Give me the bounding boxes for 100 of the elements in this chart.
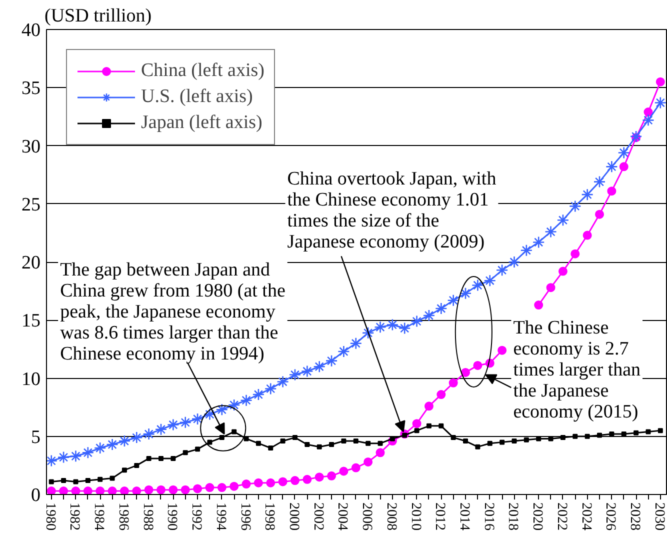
point — [544, 226, 557, 238]
point — [438, 423, 444, 428]
point — [642, 114, 654, 126]
point — [634, 430, 639, 436]
point — [232, 429, 237, 434]
point — [556, 214, 570, 226]
point — [435, 302, 448, 315]
point — [498, 346, 507, 355]
point — [412, 419, 422, 428]
point — [122, 468, 127, 473]
x-tick-label: 2020 — [530, 502, 545, 530]
point — [520, 244, 533, 257]
point — [98, 476, 103, 482]
y-tick-label: 20 — [22, 252, 40, 274]
point — [179, 416, 192, 429]
point — [276, 376, 289, 388]
point — [316, 444, 322, 450]
point — [132, 486, 142, 494]
point — [595, 210, 604, 219]
point — [560, 435, 566, 440]
point — [254, 478, 263, 488]
x-tick-label: 1982 — [66, 502, 82, 530]
point — [644, 108, 653, 117]
point — [217, 483, 226, 492]
point — [459, 287, 472, 300]
y-tick-label: 10 — [22, 368, 40, 390]
point — [496, 264, 508, 276]
point — [268, 446, 274, 450]
point — [314, 472, 324, 482]
point — [362, 326, 374, 340]
point — [120, 486, 129, 494]
point — [618, 146, 630, 159]
point — [170, 456, 176, 461]
x-tick-label: 2008 — [383, 502, 398, 530]
point — [304, 442, 310, 448]
point — [472, 279, 484, 292]
point — [654, 96, 666, 109]
annotation: The Chinese economy is 2.7 times larger than the Japanese economy (2015) — [513, 317, 642, 422]
x-tick-label: 1988 — [140, 502, 155, 530]
point — [327, 471, 336, 480]
point — [46, 454, 58, 467]
annotation: China overtook Japan, with the Chinese economy 1.01 times the size of the Japanese economy (2009) — [287, 168, 497, 253]
point — [230, 482, 239, 491]
x-tick-label: 2028 — [627, 502, 642, 530]
point — [264, 382, 277, 395]
point — [351, 463, 360, 472]
point — [524, 437, 529, 442]
point — [302, 474, 312, 484]
point — [110, 476, 115, 481]
point — [158, 456, 164, 461]
point — [57, 451, 70, 464]
x-tick-label: 2018 — [505, 502, 520, 530]
point — [487, 440, 492, 446]
point — [325, 354, 338, 367]
point — [228, 398, 240, 412]
point — [106, 438, 118, 451]
point — [292, 435, 298, 440]
point — [204, 408, 216, 420]
point — [447, 294, 460, 307]
point — [142, 428, 155, 440]
point — [572, 434, 578, 439]
point — [364, 457, 373, 466]
point — [207, 440, 212, 445]
point — [83, 486, 92, 494]
x-tick-label: 2006 — [359, 502, 374, 530]
point — [376, 448, 385, 458]
x-tick-label: 1996 — [237, 502, 252, 530]
point — [46, 486, 56, 494]
point — [266, 478, 276, 488]
point — [193, 484, 202, 494]
point — [288, 368, 302, 381]
x-tick-label: 2026 — [602, 502, 618, 530]
point — [205, 483, 214, 492]
point — [374, 320, 386, 334]
point — [108, 486, 117, 494]
point — [313, 360, 326, 373]
y-tick-label: 15 — [22, 310, 40, 332]
point — [424, 402, 434, 411]
point — [216, 403, 228, 416]
point — [70, 450, 82, 462]
y-tick-label: 30 — [22, 136, 40, 158]
x-tick-label: 2010 — [408, 502, 423, 530]
point — [593, 176, 606, 188]
point — [656, 77, 665, 86]
point — [448, 378, 458, 388]
point — [329, 442, 334, 448]
point — [339, 466, 348, 476]
point — [534, 300, 544, 310]
point — [484, 274, 496, 287]
y-tick-label: 35 — [22, 78, 40, 100]
point — [144, 485, 154, 494]
point — [73, 479, 78, 484]
point — [422, 309, 436, 322]
point — [607, 186, 616, 196]
point — [96, 486, 105, 494]
point — [130, 431, 143, 444]
point — [256, 440, 261, 446]
point — [278, 477, 288, 486]
point — [558, 266, 568, 276]
point — [48, 479, 54, 484]
